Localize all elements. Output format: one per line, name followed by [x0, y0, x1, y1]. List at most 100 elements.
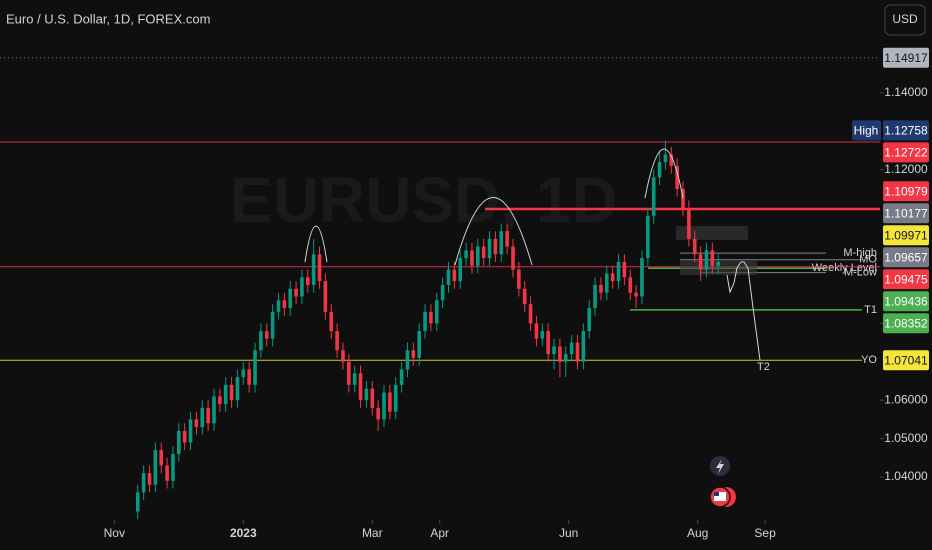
- level-label: Weekly Level: [812, 262, 877, 274]
- candle-body: [159, 450, 164, 466]
- candle-body: [229, 384, 234, 401]
- candle-body: [382, 392, 386, 420]
- price-badge-label: 1.12722: [884, 146, 928, 160]
- candle-body: [640, 258, 644, 297]
- candle-body: [276, 300, 281, 312]
- candle-body: [352, 373, 357, 385]
- chart-title: Euro / U.S. Dollar, 1D, FOREX.com: [6, 11, 210, 26]
- candle-body: [212, 396, 216, 424]
- candle-body: [429, 311, 433, 324]
- x-tick-label: 2023: [230, 526, 257, 540]
- candle-body: [223, 384, 228, 405]
- candle-body: [235, 377, 240, 401]
- candle-body: [546, 331, 550, 355]
- price-badge-label: 1.12758: [884, 124, 928, 138]
- x-tick-label: Sep: [754, 526, 776, 540]
- candle-body: [616, 261, 621, 282]
- y-tick-label: 1.05000: [884, 431, 928, 445]
- candle-body: [153, 450, 158, 485]
- candles: [135, 140, 720, 520]
- candle-body: [446, 269, 451, 285]
- axis: 1.140001.120001.080001.060001.050001.040…: [852, 47, 929, 483]
- candle-body: [147, 473, 152, 485]
- candle-body: [294, 288, 298, 297]
- candle-body: [558, 346, 562, 362]
- currency-button[interactable]: [884, 4, 926, 36]
- candle-body: [569, 342, 574, 355]
- candle-body: [241, 369, 246, 378]
- candle-body: [440, 284, 445, 301]
- candle-body: [499, 231, 504, 255]
- candle-body: [692, 238, 697, 255]
- candle-body: [452, 269, 457, 282]
- candle-body: [388, 392, 392, 412]
- candle-body: [376, 407, 380, 420]
- candle-body: [634, 292, 638, 297]
- candle-body: [259, 331, 263, 351]
- flag-glyph: [714, 492, 719, 496]
- peak-arc: [454, 197, 533, 266]
- projection-label: T2: [757, 361, 770, 373]
- candle-body: [710, 250, 715, 266]
- projection-path: [726, 261, 761, 361]
- candle-body: [206, 407, 210, 424]
- y-tick-label: 1.04000: [884, 469, 928, 483]
- price-badge: [883, 142, 929, 163]
- candle-body: [165, 465, 169, 481]
- candle-body: [311, 254, 316, 285]
- x-tick-label: Nov: [104, 526, 125, 540]
- candle-body: [417, 331, 421, 358]
- candle-body: [282, 300, 287, 309]
- candle-body: [270, 311, 275, 339]
- candle-body: [511, 246, 515, 270]
- candle-body: [200, 407, 205, 428]
- currency-button-label[interactable]: USD: [892, 12, 918, 26]
- candle-body: [687, 208, 691, 239]
- candle-body: [476, 246, 480, 266]
- x-tick-label: Mar: [362, 526, 383, 540]
- candle-body: [464, 250, 468, 259]
- candle-body: [681, 188, 685, 209]
- watermark: EURUSD, 1D: [230, 164, 618, 236]
- price-badge-label: 1.09971: [884, 228, 928, 242]
- candle-body: [458, 258, 463, 282]
- price-badge-label: 1.10177: [884, 206, 928, 220]
- candle-body: [675, 165, 679, 189]
- y-tick-label: 1.06000: [884, 392, 928, 406]
- price-badge: [883, 247, 929, 268]
- candle-body: [517, 269, 521, 289]
- candle-body: [669, 154, 674, 166]
- candle-body: [716, 261, 720, 266]
- candle-body: [423, 311, 427, 332]
- candle-body: [141, 473, 146, 493]
- zone-box: [676, 226, 748, 240]
- candle-body: [587, 308, 592, 332]
- candle-body: [288, 288, 293, 309]
- candle-body: [135, 492, 140, 512]
- price-badge-tag-label: High: [854, 124, 879, 138]
- candle-body: [171, 453, 175, 481]
- candle-body: [698, 254, 703, 270]
- candle-body: [405, 350, 410, 370]
- y-tick-label: 1.12000: [884, 162, 928, 176]
- price-badge: [883, 269, 929, 290]
- candle-body: [370, 388, 375, 408]
- price-badge-label: 1.07041: [884, 353, 928, 367]
- candle-body: [317, 254, 322, 282]
- candle-body: [604, 273, 609, 293]
- price-badge-label: 1.09436: [884, 294, 928, 308]
- x-tick-label: Aug: [687, 526, 708, 540]
- price-badge: [883, 291, 929, 312]
- price-badge-label: 1.08352: [884, 316, 928, 330]
- level-label: M-high: [843, 247, 877, 259]
- candle-body: [528, 304, 533, 324]
- candle-body: [622, 261, 627, 278]
- level-label: YO: [861, 354, 877, 366]
- candle-body: [347, 361, 351, 385]
- level-label: MO: [859, 254, 877, 266]
- candle-body: [300, 277, 304, 297]
- candle-body: [358, 373, 363, 401]
- candle-body: [493, 238, 498, 255]
